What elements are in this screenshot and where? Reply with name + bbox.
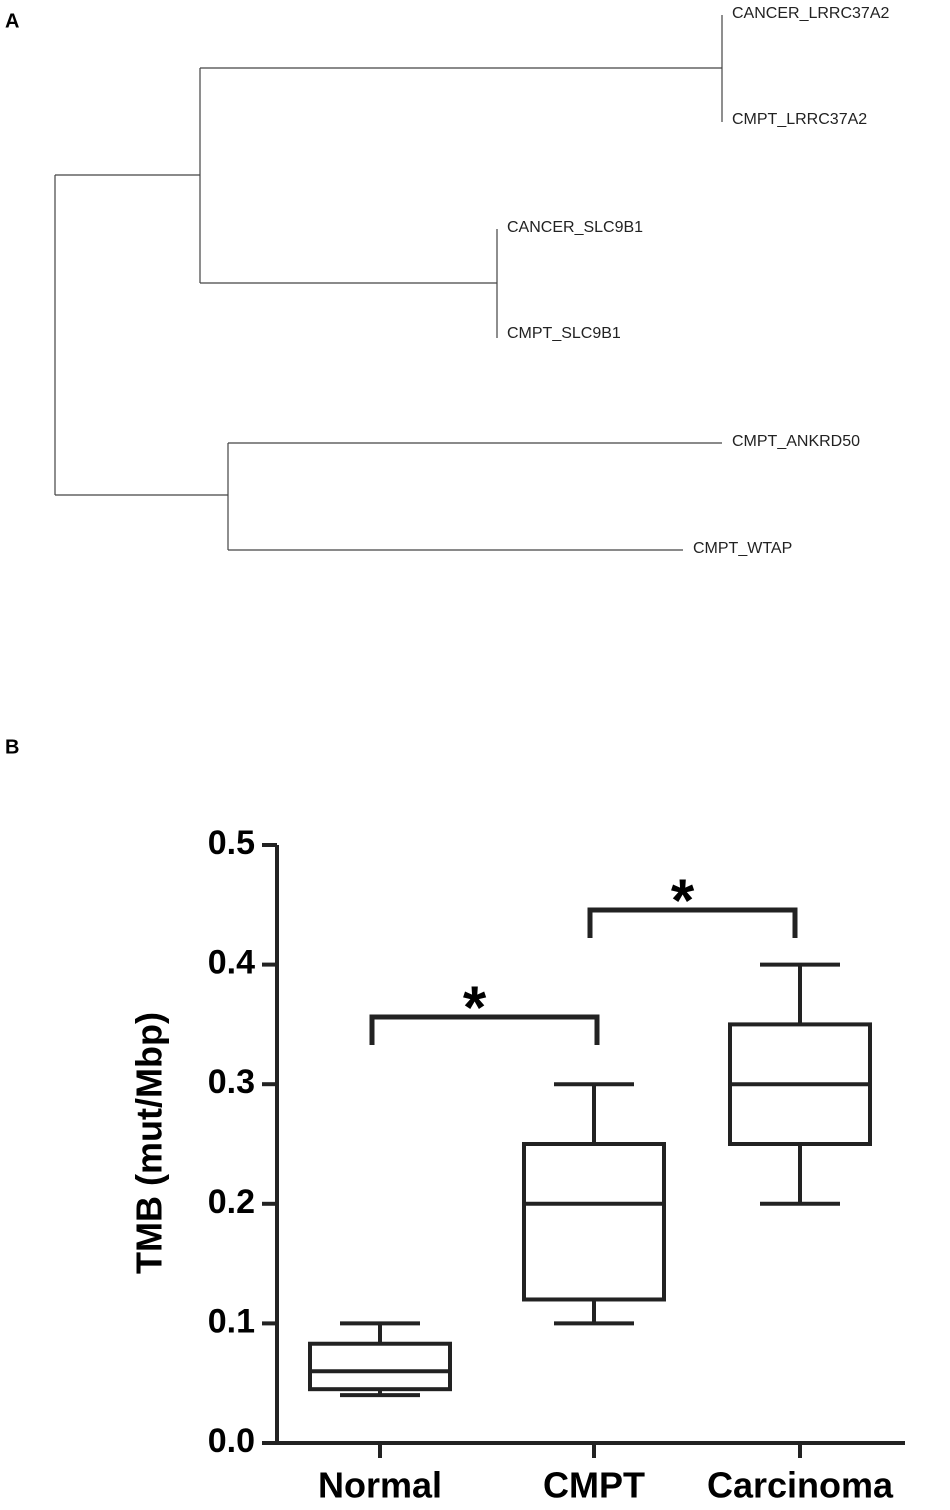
- x-tick-label: Carcinoma: [707, 1465, 894, 1506]
- significance-label: *: [671, 867, 695, 934]
- leaf-label: CMPT_ANKRD50: [732, 433, 860, 450]
- significance-label: *: [463, 974, 487, 1041]
- x-tick-label: Normal: [318, 1465, 442, 1506]
- y-tick-label: 0.5: [208, 824, 255, 862]
- y-axis-label: TMB (mut/Mbp): [129, 1012, 170, 1274]
- panel-label: B: [5, 736, 19, 758]
- leaf-label: CANCER_LRRC37A2: [732, 5, 889, 22]
- leaf-label: CMPT_LRRC37A2: [732, 111, 867, 128]
- leaf-label: CMPT_WTAP: [693, 540, 792, 557]
- significance-bracket: [587, 907, 798, 938]
- y-tick-label: 0.2: [208, 1183, 255, 1221]
- box: [308, 1341, 452, 1392]
- panel-label: A: [5, 10, 19, 32]
- y-tick-label: 0.1: [208, 1302, 255, 1340]
- significance-bracket: [369, 1014, 600, 1045]
- box: [522, 1142, 666, 1302]
- leaf-label: CANCER_SLC9B1: [507, 219, 643, 236]
- leaf-label: CMPT_SLC9B1: [507, 325, 621, 342]
- y-tick-label: 0.4: [208, 944, 255, 982]
- x-tick-label: CMPT: [543, 1465, 645, 1506]
- dendrogram: [54, 15, 723, 551]
- y-tick-label: 0.0: [208, 1422, 255, 1460]
- y-tick-label: 0.3: [208, 1063, 255, 1101]
